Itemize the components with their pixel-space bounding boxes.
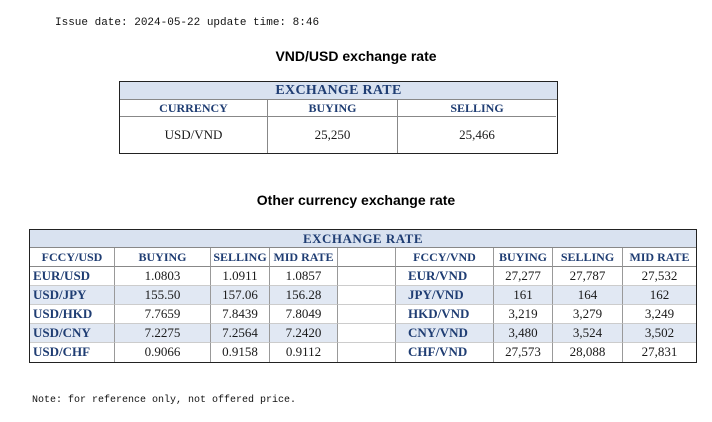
left-buying-cell: 155.50 <box>115 286 211 305</box>
col-right-buying-header: BUYING <box>494 248 553 267</box>
right-mid-cell: 27,831 <box>641 344 678 359</box>
right-buying-cell: 3,219 <box>494 305 553 324</box>
left-buying-cell: 1.0803 <box>115 267 211 286</box>
left-selling-cell: 1.0911 <box>211 267 270 286</box>
left-selling-cell: 157.06 <box>211 286 270 305</box>
col-left-selling-header: SELLING <box>211 248 270 267</box>
left-pair-cell: USD/CNY <box>30 324 115 343</box>
right-pair-cell: CHF/VND <box>396 343 494 362</box>
spacer-cell <box>338 286 396 305</box>
spacer-column <box>338 248 396 267</box>
table-row: USD/HKD 7.7659 7.8439 7.8049 HKD/VND 3,2… <box>30 305 696 324</box>
left-pair-cell: USD/JPY <box>30 286 115 305</box>
right-pair-cell: JPY/VND <box>396 286 494 305</box>
other-currency-title: Other currency exchange rate <box>256 192 456 208</box>
left-buying-cell: 7.2275 <box>115 324 211 343</box>
left-mid-cell: 7.2420 <box>270 324 338 343</box>
table-row: USD/JPY 155.50 157.06 156.28 JPY/VND 161… <box>30 286 696 305</box>
right-buying-cell: 27,277 <box>494 267 553 286</box>
right-buying-cell: 3,480 <box>494 324 553 343</box>
right-buying-cell: 27,573 <box>494 343 553 362</box>
right-selling-cell: 3,279 <box>553 305 623 324</box>
right-selling-cell: 164 <box>553 286 623 305</box>
left-mid-cell: 1.0857 <box>270 267 338 286</box>
right-selling-cell: 27,787 <box>553 267 623 286</box>
right-selling-cell: 28,088 <box>553 343 623 362</box>
left-mid-cell: 156.28 <box>270 286 338 305</box>
vnd-usd-data-row: USD/VND 25,250 25,466 <box>120 117 557 153</box>
left-mid-cell: 0.9112 <box>270 343 338 362</box>
col-fccy-vnd-header: FCCY/VND <box>396 248 494 267</box>
left-pair-cell: USD/CHF <box>30 343 115 362</box>
col-right-mid-header: MID RATE <box>623 248 696 267</box>
spacer-cell <box>338 305 396 324</box>
left-selling-cell: 0.9158 <box>211 343 270 362</box>
col-right-selling-header: SELLING <box>553 248 623 267</box>
vnd-usd-header-row: CURRENCY BUYING SELLING <box>120 100 557 117</box>
col-buying-header: BUYING <box>268 100 398 117</box>
left-selling-cell: 7.8439 <box>211 305 270 324</box>
spacer-cell <box>338 324 396 343</box>
right-mid-cell: 27,532 <box>623 267 696 286</box>
right-mid-cell: 3,502 <box>623 324 696 343</box>
table-row: EUR/USD 1.0803 1.0911 1.0857 EUR/VND 27,… <box>30 267 696 286</box>
col-selling-header: SELLING <box>398 100 556 117</box>
right-pair-cell: HKD/VND <box>396 305 494 324</box>
reference-note: Note: for reference only, not offered pr… <box>32 395 297 406</box>
other-table-title: EXCHANGE RATE <box>30 230 696 248</box>
col-currency-header: CURRENCY <box>120 100 268 117</box>
left-mid-cell: 7.8049 <box>270 305 338 324</box>
right-selling-cell: 3,524 <box>553 324 623 343</box>
left-buying-cell: 7.7659 <box>115 305 211 324</box>
vnd-usd-table-title: EXCHANGE RATE <box>120 82 557 100</box>
spacer-cell <box>338 267 396 286</box>
buying-cell: 25,250 <box>268 117 398 153</box>
spacer-cell <box>338 343 396 362</box>
right-pair-cell: CNY/VND <box>396 324 494 343</box>
left-pair-cell: USD/HKD <box>30 305 115 324</box>
col-left-mid-header: MID RATE <box>270 248 338 267</box>
left-pair-cell: EUR/USD <box>30 267 115 286</box>
left-selling-cell: 7.2564 <box>211 324 270 343</box>
table-row: USD/CHF 0.9066 0.9158 0.9112 CHF/VND 27,… <box>30 343 696 362</box>
right-mid-cell: 162 <box>623 286 696 305</box>
other-header-row: FCCY/USD BUYING SELLING MID RATE FCCY/VN… <box>30 248 696 267</box>
table-row: USD/CNY 7.2275 7.2564 7.2420 CNY/VND 3,4… <box>30 324 696 343</box>
vnd-usd-table: EXCHANGE RATE CURRENCY BUYING SELLING US… <box>119 81 558 154</box>
selling-cell: 25,466 <box>459 127 495 142</box>
right-pair-cell: EUR/VND <box>396 267 494 286</box>
left-buying-cell: 0.9066 <box>115 343 211 362</box>
col-fccy-usd-header: FCCY/USD <box>30 248 115 267</box>
col-left-buying-header: BUYING <box>115 248 211 267</box>
currency-cell: USD/VND <box>120 117 268 153</box>
issue-date-line: Issue date: 2024-05-22 update time: 8:46 <box>55 17 320 29</box>
right-mid-cell: 3,249 <box>623 305 696 324</box>
other-currency-table: EXCHANGE RATE FCCY/USD BUYING SELLING MI… <box>29 229 697 363</box>
right-buying-cell: 161 <box>494 286 553 305</box>
vnd-usd-title: VND/USD exchange rate <box>275 48 437 64</box>
